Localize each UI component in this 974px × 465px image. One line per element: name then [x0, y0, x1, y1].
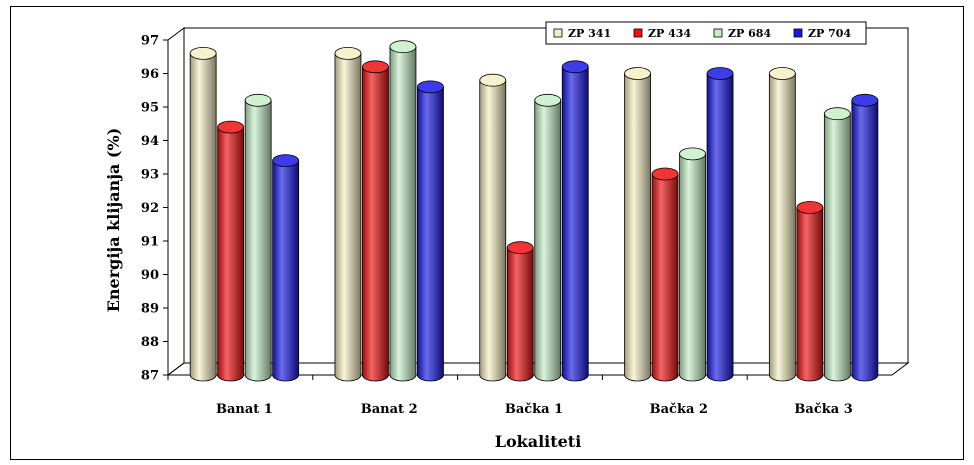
y-tick-label: 95	[141, 101, 159, 116]
legend-label: ZP 704	[808, 27, 851, 40]
bar	[334, 47, 362, 382]
legend-label: ZP 684	[728, 27, 771, 40]
y-axis-title: Energija klijanja (%)	[104, 128, 123, 313]
bar	[651, 167, 679, 382]
bar	[389, 40, 417, 382]
bar	[189, 47, 217, 382]
bar	[362, 60, 389, 382]
bar	[624, 67, 651, 382]
y-tick-label: 91	[141, 235, 159, 250]
bar	[534, 93, 562, 382]
y-tick-label: 93	[141, 168, 159, 183]
bar	[479, 73, 507, 382]
y-tick-label: 92	[141, 201, 159, 216]
legend-swatch	[633, 28, 643, 38]
bar	[768, 67, 796, 382]
x-tick-label: Bačka 1	[505, 402, 563, 417]
bar	[706, 67, 734, 382]
x-tick-label: Banat 1	[216, 402, 273, 417]
side-wall	[167, 27, 185, 376]
bar	[561, 60, 589, 382]
bar	[217, 120, 245, 382]
legend-swatch	[793, 28, 803, 38]
y-tick-label: 94	[141, 134, 159, 149]
x-tick-label: Banat 2	[361, 402, 418, 417]
y-tick-label: 87	[141, 369, 159, 384]
y-tick-label: 90	[141, 268, 159, 283]
bar	[796, 201, 824, 382]
legend-label: ZP 341	[568, 27, 611, 40]
bar	[417, 80, 444, 382]
y-tick-label: 88	[141, 335, 159, 350]
bar	[823, 107, 851, 382]
x-tick-label: Bačka 3	[794, 402, 852, 417]
bar	[506, 241, 534, 382]
legend-swatch	[713, 28, 723, 38]
bar	[851, 93, 879, 382]
legend: ZP 341 ZP 434 ZP 684 ZP 704	[545, 21, 867, 45]
y-tick-label: 89	[141, 302, 159, 317]
bar	[679, 147, 706, 382]
bars	[189, 40, 879, 382]
x-tick-label: Bačka 2	[650, 402, 708, 417]
bar	[272, 154, 300, 382]
y-tick-label: 97	[141, 34, 159, 49]
bar	[244, 93, 272, 382]
y-tick-label: 96	[141, 67, 159, 82]
x-axis-title: Lokaliteti	[495, 432, 582, 451]
legend-swatch	[553, 28, 563, 38]
legend-label: ZP 434	[648, 27, 691, 40]
legend-box	[545, 21, 867, 45]
